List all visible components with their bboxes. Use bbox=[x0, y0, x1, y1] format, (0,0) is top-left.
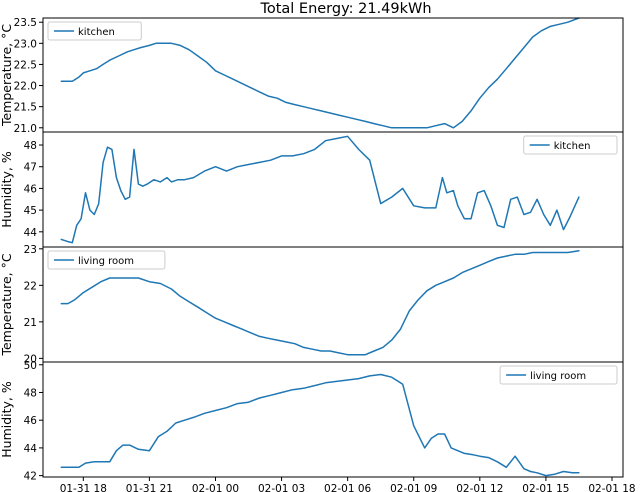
legend-label: living room bbox=[78, 256, 134, 267]
subplot-2: 44 45 46 47 48 Humidity, % kitchen bbox=[0, 131, 624, 248]
x-tick-label: 02-01 12 bbox=[456, 483, 503, 492]
y-tick-label: 45 bbox=[24, 205, 37, 217]
y-tick-label: 21 bbox=[24, 317, 37, 329]
y-tick-label: 23.5 bbox=[14, 17, 37, 29]
chart-title: Total Energy: 21.49kWh bbox=[259, 1, 431, 17]
y-tick-label: 23 bbox=[24, 244, 37, 256]
y-axis-label: Humidity, % bbox=[0, 151, 14, 228]
y-axis-label: Temperature, °C bbox=[0, 24, 14, 127]
y-tick-label: 20 bbox=[24, 353, 37, 365]
y-axis-label: Humidity, % bbox=[0, 381, 14, 458]
x-tick-label: 02-01 09 bbox=[390, 483, 437, 492]
legend-label: kitchen bbox=[554, 141, 591, 152]
legend: living room bbox=[499, 365, 618, 385]
y-tick-label: 47 bbox=[24, 162, 37, 174]
series-line-1-1 bbox=[60, 17, 580, 129]
y-tick-label: 23.0 bbox=[14, 38, 37, 50]
y-axis-label: Temperature, °C bbox=[0, 253, 14, 356]
y-tick-label: 46 bbox=[24, 183, 38, 195]
legend: kitchen bbox=[47, 21, 142, 41]
y-tick-label: 50 bbox=[24, 360, 37, 372]
y-tick-label: 44 bbox=[24, 227, 38, 239]
y-tick-label: 48 bbox=[24, 387, 37, 399]
subplot-3: 20 21 22 23 Temperature, °C living room bbox=[0, 244, 624, 365]
x-tick-label: 02-01 03 bbox=[258, 483, 305, 492]
y-tick-label: 48 bbox=[24, 140, 37, 152]
x-tick-label: 02-01 18 bbox=[588, 483, 635, 492]
y-tick-label: 22.0 bbox=[14, 81, 37, 93]
series-line-4-1 bbox=[60, 373, 580, 477]
x-tick-label: 01-31 18 bbox=[60, 483, 107, 492]
legend-label: living room bbox=[530, 371, 586, 382]
x-tick-label: 02-01 00 bbox=[192, 483, 239, 492]
x-axis: 01-31 18 01-31 21 02-01 00 02-01 03 02-01 06… bbox=[60, 477, 636, 492]
y-tick-label: 22.5 bbox=[14, 59, 37, 71]
y-tick-label: 44 bbox=[24, 443, 38, 455]
y-tick-label: 22 bbox=[24, 280, 37, 292]
series-line-2-1 bbox=[60, 135, 580, 244]
y-tick-label: 46 bbox=[24, 415, 38, 427]
legend: kitchen bbox=[523, 135, 618, 155]
x-tick-label: 02-01 15 bbox=[522, 483, 569, 492]
legend-label: kitchen bbox=[78, 27, 115, 38]
legend-box bbox=[499, 365, 618, 385]
y-tick-label: 21.0 bbox=[14, 123, 37, 135]
legend: living room bbox=[47, 250, 166, 270]
legend-box bbox=[523, 135, 618, 155]
x-tick-label: 02-01 06 bbox=[324, 483, 372, 492]
x-tick-label: 01-31 21 bbox=[126, 483, 173, 492]
subplot-frame bbox=[42, 361, 624, 478]
legend-box bbox=[47, 21, 142, 41]
y-tick-label: 21.5 bbox=[14, 102, 37, 114]
y-tick-label: 42 bbox=[24, 471, 37, 483]
legend-box bbox=[47, 250, 166, 270]
subplot-4: 42 44 46 48 50 Humidity, % living room bbox=[0, 360, 624, 483]
series-line-3-1 bbox=[60, 249, 580, 356]
